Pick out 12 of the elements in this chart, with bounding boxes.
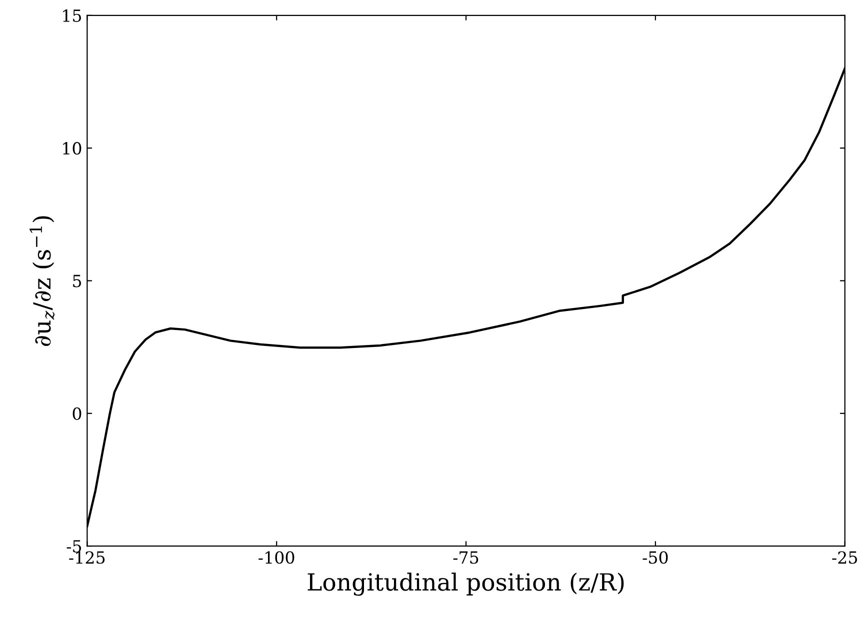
- y-axis-title: ∂u$_{z}$/∂z (s$^{−1}$): [30, 216, 55, 346]
- x-tick-label: -25: [832, 551, 858, 564]
- x-tick-label: -75: [453, 551, 478, 564]
- y-tick-label: 5: [73, 274, 82, 288]
- y-tick-label: -5: [66, 540, 82, 553]
- x-axis-title: Longitudinal position (z/R): [308, 572, 624, 596]
- y-tick-label: 10: [63, 142, 82, 155]
- x-tick-label: -125: [69, 551, 105, 564]
- x-tick-label: -100: [258, 551, 294, 564]
- y-tick-label: 15: [63, 9, 82, 22]
- y-tick-label: 0: [72, 407, 82, 420]
- x-tick-label: -50: [642, 551, 668, 564]
